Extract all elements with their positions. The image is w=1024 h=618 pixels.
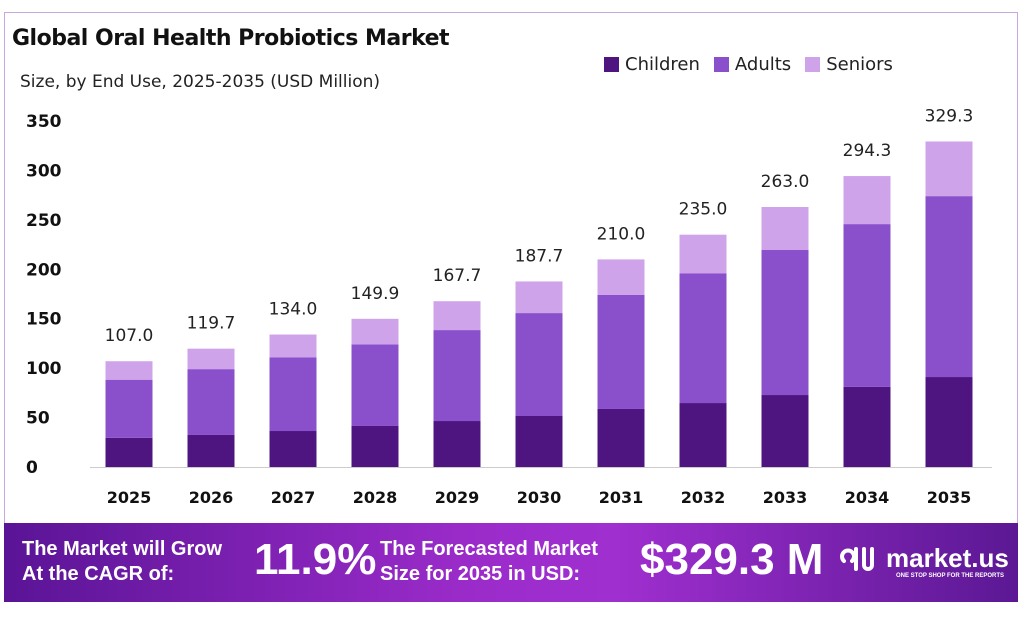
- x-tick-label: 2028: [353, 488, 398, 507]
- total-label: 329.3: [925, 106, 974, 126]
- total-label: 210.0: [597, 224, 646, 244]
- bar-segment-children: [105, 437, 153, 467]
- forecast-label-line: Size for 2035 in USD:: [380, 563, 581, 585]
- total-label: 149.9: [351, 284, 400, 304]
- bar-segment-adults: [269, 357, 317, 432]
- forecast-label-line: The Forecasted Market: [380, 538, 598, 560]
- bar-segment-adults: [679, 273, 727, 404]
- bar-segment-children: [351, 425, 399, 467]
- total-label: 187.7: [515, 246, 564, 266]
- legend-item-children: Children: [604, 54, 700, 75]
- chart-plot: 0 50 100 150 200 250 300 350 107.0 2025 119.7 2026 1…: [26, 106, 992, 507]
- bar-segment-seniors: [843, 176, 891, 225]
- x-tick-label: 2030: [517, 488, 562, 507]
- total-label: 294.3: [843, 141, 892, 161]
- logo-tagline: ONE STOP SHOP FOR THE REPORTS: [896, 573, 1005, 579]
- legend-label: Adults: [734, 54, 792, 75]
- bar-segment-seniors: [187, 348, 235, 370]
- bar-segment-adults: [925, 196, 973, 378]
- legend-item-seniors: Seniors: [805, 54, 893, 75]
- legend-label: Children: [625, 54, 700, 75]
- total-label: 235.0: [679, 200, 728, 220]
- bar-segment-children: [187, 434, 235, 467]
- legend-label: Seniors: [826, 54, 893, 75]
- bar-segment-adults: [105, 379, 153, 438]
- y-tick-label: 350: [26, 112, 62, 132]
- x-tick-label: 2025: [107, 488, 152, 507]
- legend-item-adults: Adults: [713, 54, 792, 75]
- bar-segment-adults: [515, 313, 563, 416]
- bar-segment-children: [433, 421, 481, 467]
- bar-segment-children: [761, 395, 809, 467]
- bar-segment-adults: [351, 344, 399, 426]
- bar-segment-children: [925, 377, 973, 467]
- total-label: 263.0: [761, 172, 810, 192]
- y-tick-label: 100: [26, 359, 62, 379]
- y-tick-label: 50: [26, 409, 50, 429]
- bar-segment-seniors: [515, 281, 563, 314]
- legend-swatch: [805, 57, 821, 72]
- x-tick-label: 2029: [435, 488, 480, 507]
- total-label: 167.7: [433, 266, 482, 286]
- legend-swatch: [713, 57, 729, 72]
- logo-text: market.us: [886, 542, 1009, 573]
- bar-segment-adults: [843, 224, 891, 387]
- bar-segment-seniors: [433, 301, 481, 331]
- x-tick-label: 2031: [599, 488, 644, 507]
- bar-segment-children: [843, 386, 891, 467]
- market-us-logo: market.us ONE STOP SHOP FOR THE REPORTS: [840, 541, 1009, 579]
- bar-segment-adults: [761, 250, 809, 396]
- x-tick-label: 2026: [189, 488, 234, 507]
- bar-segment-adults: [433, 330, 481, 422]
- cagr-label-line: At the CAGR of:: [22, 563, 175, 585]
- bar-segment-children: [597, 408, 645, 467]
- total-label: 119.7: [187, 314, 236, 334]
- cagr-label-line: The Market will Grow: [22, 538, 223, 560]
- forecast-value: $329.3 M: [640, 535, 824, 584]
- bar-segment-adults: [187, 369, 235, 435]
- bar-segment-seniors: [269, 334, 317, 358]
- bar-segment-seniors: [679, 234, 727, 274]
- chart-title: Global Oral Health Probiotics Market: [12, 26, 450, 51]
- x-tick-label: 2035: [927, 488, 972, 507]
- y-tick-label: 300: [26, 161, 62, 181]
- cagr-label: The Market will Grow At the CAGR of:: [22, 537, 222, 587]
- total-label: 107.0: [105, 326, 154, 346]
- legend: Children Adults Seniors: [604, 54, 893, 75]
- y-tick-label: 0: [26, 458, 38, 478]
- bar-segment-seniors: [351, 318, 399, 345]
- bar-segment-seniors: [105, 361, 153, 380]
- bar-segment-children: [269, 431, 317, 467]
- bar-segment-seniors: [597, 259, 645, 295]
- y-tick-label: 150: [26, 310, 62, 330]
- total-label: 134.0: [269, 300, 318, 320]
- x-tick-label: 2027: [271, 488, 316, 507]
- bar-segment-adults: [597, 294, 645, 409]
- x-tick-label: 2032: [681, 488, 726, 507]
- bar-segment-children: [679, 403, 727, 467]
- x-tick-label: 2034: [845, 488, 890, 507]
- x-tick-label: 2033: [763, 488, 808, 507]
- legend-swatch: [604, 57, 619, 72]
- cagr-value: 11.9%: [254, 535, 377, 584]
- bar-segment-seniors: [925, 141, 973, 197]
- logo-icon: [840, 547, 874, 571]
- bar-segment-seniors: [761, 207, 809, 251]
- y-tick-label: 250: [26, 211, 62, 231]
- y-tick-label: 200: [26, 260, 62, 280]
- forecast-label: The Forecasted Market Size for 2035 in US…: [380, 537, 598, 587]
- summary-banner: The Market will Grow At the CAGR of: 11.9…: [4, 523, 1018, 602]
- bar-segment-children: [515, 415, 563, 467]
- chart-subtitle: Size, by End Use, 2025-2035 (USD Million…: [20, 72, 381, 92]
